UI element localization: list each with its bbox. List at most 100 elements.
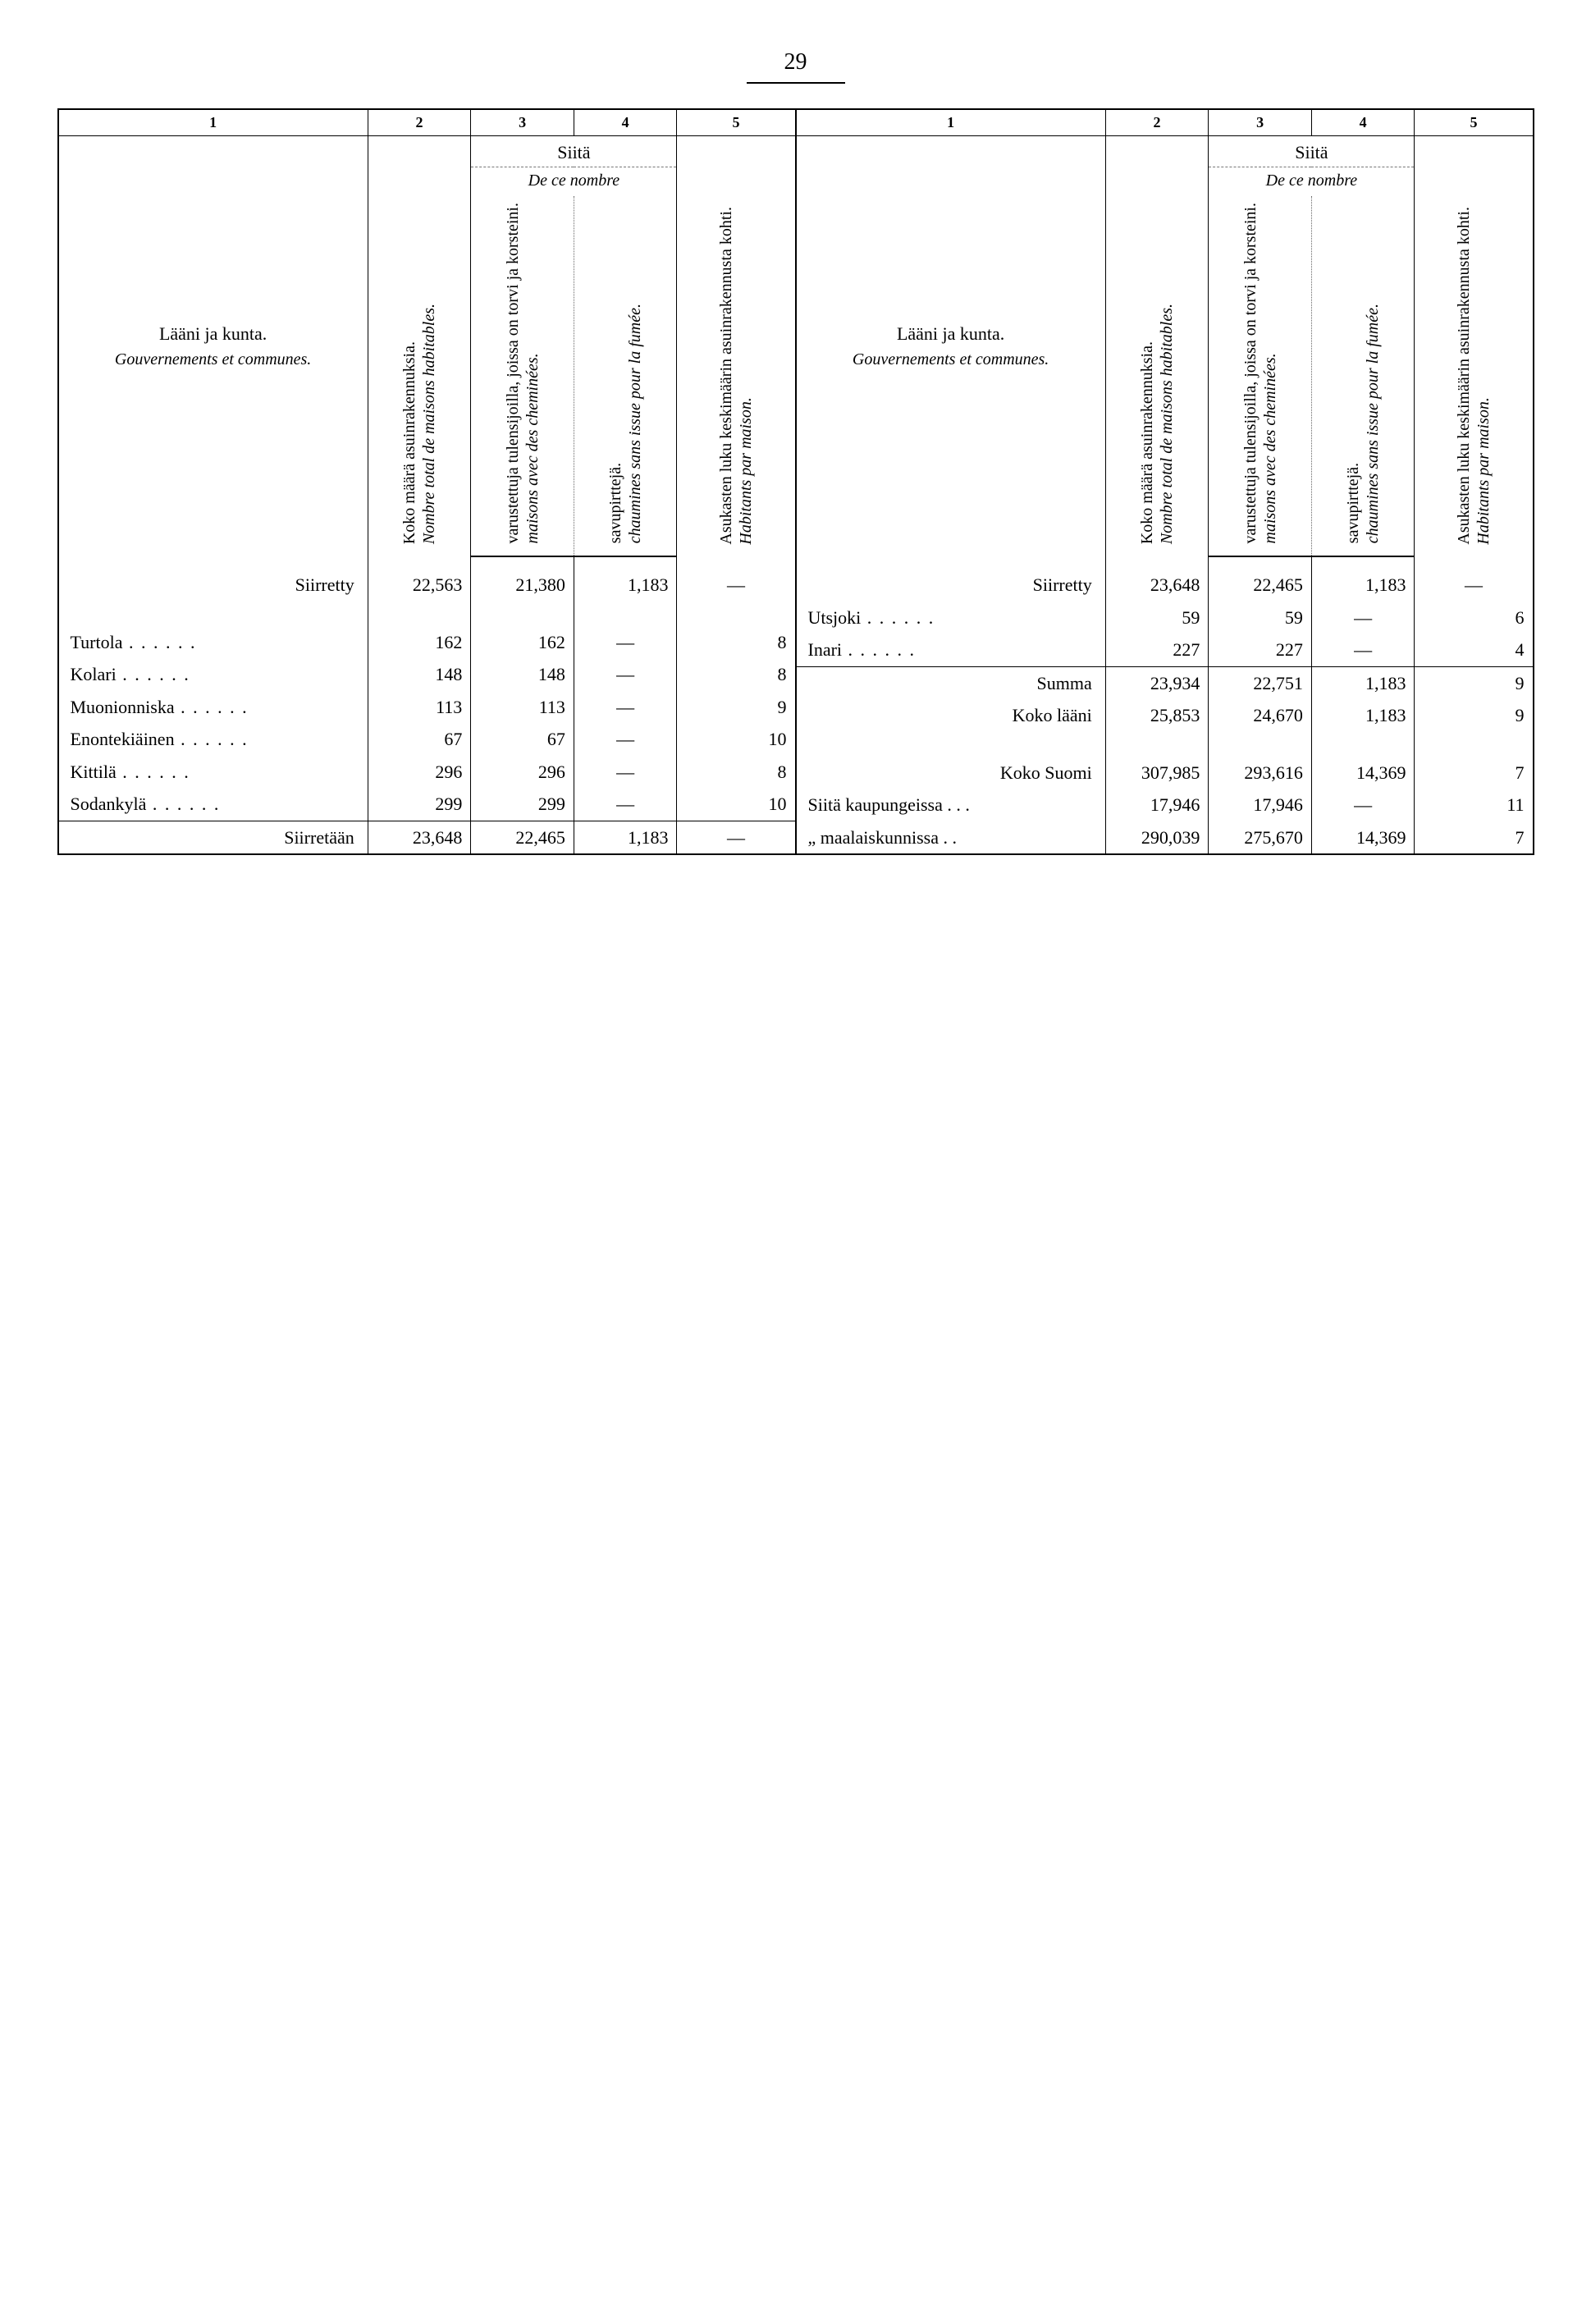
cell-c2: 162 xyxy=(368,626,471,659)
row-name: Kolari xyxy=(59,658,368,691)
spacer-cell xyxy=(1311,732,1415,757)
right-thead: 1 2 3 4 5 Lääni ja kunta. Gouvernements … xyxy=(797,110,1533,556)
col4-fi-r: savupirttejä. xyxy=(1344,463,1362,543)
cell-c5: — xyxy=(677,821,795,853)
siita-header-r: Siitä xyxy=(1209,135,1415,167)
cell-c2: 59 xyxy=(1105,602,1209,634)
cell-c5: 6 xyxy=(1415,602,1533,634)
col-num-1: 1 xyxy=(59,110,368,135)
siita-header: Siitä xyxy=(471,135,677,167)
row-name: Siitä kaupungeissa . . . xyxy=(797,789,1106,821)
spacer-cell xyxy=(1209,732,1312,757)
cell-c3: 227 xyxy=(1209,634,1312,666)
cell-c2: 148 xyxy=(368,658,471,691)
cell-c3: 22,751 xyxy=(1209,666,1312,699)
row-name: Siirretty xyxy=(797,556,1106,602)
cell-c5: 9 xyxy=(1415,699,1533,732)
cell-c5: 10 xyxy=(677,788,795,821)
row-name: Koko lääni xyxy=(797,699,1106,732)
col5-fr: Habitants par maison. xyxy=(736,207,756,545)
cell-c3: 17,946 xyxy=(1209,789,1312,821)
cell-c5: 8 xyxy=(677,756,795,789)
cell-c5: 8 xyxy=(677,658,795,691)
col3-header-r: varustettuja tulensijoilla, joissa on to… xyxy=(1209,196,1312,556)
label-fr: Gouvernements et communes. xyxy=(66,350,361,370)
cell-c3: 22,465 xyxy=(1209,556,1312,602)
col5-header-r: Asukasten luku keskimäärin asuinrakennus… xyxy=(1415,135,1533,556)
col2-header: Koko määrä asuinrakennuksia. Nombre tota… xyxy=(368,135,471,556)
spacer-cell xyxy=(1415,732,1533,757)
leader-dots xyxy=(861,607,935,628)
row-name: Kittilä xyxy=(59,756,368,789)
leader-dots xyxy=(175,729,249,749)
cell-c2: 67 xyxy=(368,723,471,756)
table-row: Siirretty22,56321,3801,183— xyxy=(59,556,795,602)
cell-c3: 113 xyxy=(471,691,574,724)
row-name: Siirretään xyxy=(59,821,368,853)
col5-header: Asukasten luku keskimäärin asuinrakennus… xyxy=(677,135,795,556)
cell-c5: — xyxy=(1415,556,1533,602)
spacer-cell xyxy=(368,602,471,626)
row-name: Koko Suomi xyxy=(797,757,1106,789)
cell-c3: 67 xyxy=(471,723,574,756)
dece-header: De ce nombre xyxy=(471,167,677,197)
leader-dots xyxy=(117,664,190,684)
cell-c4: 1,183 xyxy=(574,556,677,602)
col4-header: savupirttejä. chaumines sans issue pour … xyxy=(574,196,677,556)
cell-c4: — xyxy=(574,756,677,789)
table-row: Siitä kaupungeissa . . .17,94617,946—11 xyxy=(797,789,1533,821)
cell-c2: 299 xyxy=(368,788,471,821)
cell-c3: 22,465 xyxy=(471,821,574,853)
cell-c4: — xyxy=(1311,789,1415,821)
cell-c2: 23,648 xyxy=(368,821,471,853)
cell-c2: 22,563 xyxy=(368,556,471,602)
cell-c3: 293,616 xyxy=(1209,757,1312,789)
label-fi: Lääni ja kunta. xyxy=(66,323,361,345)
cell-c3: 148 xyxy=(471,658,574,691)
table-row: „ maalaiskunnissa . .290,039275,67014,36… xyxy=(797,821,1533,854)
page-number: 29 xyxy=(57,49,1534,75)
col3-fr: maisons avec des cheminées. xyxy=(523,203,542,544)
table-row xyxy=(59,602,795,626)
table-row xyxy=(797,732,1533,757)
cell-c2: 17,946 xyxy=(1105,789,1209,821)
table-row: Summa23,93422,7511,1839 xyxy=(797,666,1533,699)
table-row: Koko Suomi307,985293,61614,3697 xyxy=(797,757,1533,789)
row-name: Utsjoki xyxy=(797,602,1106,634)
cell-c4: 1,183 xyxy=(1311,666,1415,699)
cell-c5: 11 xyxy=(1415,789,1533,821)
col2-fr: Nombre total de maisons habitables. xyxy=(419,304,439,544)
cell-c5: 9 xyxy=(677,691,795,724)
col4-fr: chaumines sans issue pour la fumée. xyxy=(625,304,645,543)
label-fi-r: Lääni ja kunta. xyxy=(803,323,1099,345)
page-number-rule xyxy=(747,82,845,84)
col-num-4r: 4 xyxy=(1311,110,1415,135)
col-num-1r: 1 xyxy=(797,110,1106,135)
table-row: Siirretty23,64822,4651,183— xyxy=(797,556,1533,602)
col-num-2: 2 xyxy=(368,110,471,135)
col4-fr-r: chaumines sans issue pour la fumée. xyxy=(1363,304,1383,543)
cell-c5: 10 xyxy=(677,723,795,756)
cell-c4: 1,183 xyxy=(574,821,677,853)
cell-c2: 227 xyxy=(1105,634,1209,666)
col3-fr-r: maisons avec des cheminées. xyxy=(1260,203,1280,544)
cell-c2: 307,985 xyxy=(1105,757,1209,789)
cell-c3: 59 xyxy=(1209,602,1312,634)
col4-fi: savupirttejä. xyxy=(606,463,624,543)
right-table-wrap: 1 2 3 4 5 Lääni ja kunta. Gouvernements … xyxy=(797,110,1533,853)
row-name: Siirretty xyxy=(59,556,368,602)
col3-header: varustettuja tulensijoilla, joissa on to… xyxy=(471,196,574,556)
col-num-5r: 5 xyxy=(1415,110,1533,135)
table-row: Muonionniska113113—9 xyxy=(59,691,795,724)
row-name: Turtola xyxy=(59,626,368,659)
cell-c4: — xyxy=(1311,602,1415,634)
cell-c2: 113 xyxy=(368,691,471,724)
table-row: Inari227227—4 xyxy=(797,634,1533,666)
cell-c5: 9 xyxy=(1415,666,1533,699)
tables-container: 1 2 3 4 5 Lääni ja kunta. Gouvernements … xyxy=(57,108,1534,855)
row-name: Summa xyxy=(797,666,1106,699)
col2-fr-r: Nombre total de maisons habitables. xyxy=(1157,304,1177,544)
spacer-cell xyxy=(471,602,574,626)
label-fr-r: Gouvernements et communes. xyxy=(803,350,1099,370)
cell-c5: 7 xyxy=(1415,757,1533,789)
